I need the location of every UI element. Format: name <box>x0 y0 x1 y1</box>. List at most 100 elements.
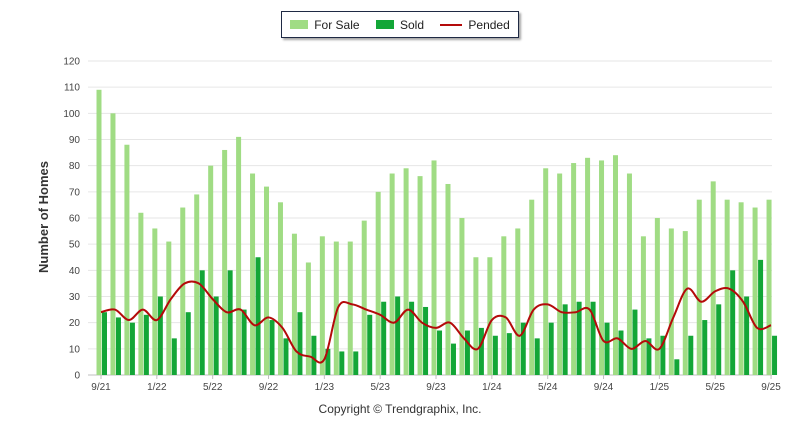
for-sale-bar <box>585 157 591 375</box>
bar-series <box>96 89 778 376</box>
x-tick-label: 5/22 <box>203 382 223 393</box>
for-sale-bar <box>710 181 716 375</box>
for-sale-bar <box>752 207 758 375</box>
legend-item-pended[interactable]: Pended <box>440 18 510 32</box>
sold-bar <box>255 257 261 375</box>
for-sale-bar <box>599 160 605 375</box>
sold-bar <box>506 333 512 375</box>
for-sale-bar <box>417 176 423 375</box>
x-tick-label: 1/23 <box>315 382 335 393</box>
x-tick-label: 1/22 <box>147 382 167 393</box>
y-tick-label: 0 <box>74 371 80 382</box>
sold-bar <box>283 338 289 375</box>
for-sale-bar <box>389 173 395 375</box>
sold-bar <box>674 359 680 375</box>
sold-bar <box>576 301 582 375</box>
sold-bar <box>562 304 568 375</box>
sold-bar <box>381 301 387 375</box>
x-tick-label: 5/25 <box>705 382 725 393</box>
for-sale-bar <box>515 228 521 375</box>
sold-bar <box>437 330 443 375</box>
sold-bar <box>772 335 778 375</box>
chart-legend: For Sale Sold Pended <box>281 11 519 38</box>
x-tick-label: 5/23 <box>370 382 390 393</box>
legend-label-sold: Sold <box>399 17 424 32</box>
sold-bar <box>646 338 652 375</box>
sold-bar <box>102 312 107 375</box>
x-tick-label: 1/24 <box>482 382 502 393</box>
y-tick-label: 20 <box>69 318 81 329</box>
for-sale-bar <box>682 231 688 375</box>
sold-bar <box>758 259 764 375</box>
y-tick-label: 70 <box>69 187 81 198</box>
sold-bar <box>269 320 275 375</box>
sold-bar <box>311 335 317 375</box>
sold-bar <box>520 322 526 375</box>
sold-bar <box>702 320 708 375</box>
for-sale-bar <box>738 202 744 375</box>
sold-bar <box>618 330 624 375</box>
y-tick-label: 30 <box>69 292 81 303</box>
for-sale-bar <box>431 160 437 375</box>
sold-bar <box>464 330 470 375</box>
for-sale-bar <box>375 191 381 375</box>
x-tick-label: 5/24 <box>538 382 558 393</box>
y-tick-labels: 0 10 20 30 40 50 60 70 80 90 100 110 120 <box>63 57 80 382</box>
y-tick-label: 80 <box>69 161 81 172</box>
for-sale-bar <box>640 236 646 375</box>
y-axis-label: Number of Homes <box>36 161 51 273</box>
sold-bar <box>716 304 722 375</box>
sold-bar <box>423 306 429 375</box>
sold-bar <box>185 312 191 375</box>
sold-bar <box>395 296 401 375</box>
for-sale-bar <box>333 241 339 375</box>
for-sale-bar <box>557 173 563 375</box>
sold-bar <box>492 335 498 375</box>
sold-bar <box>227 270 233 375</box>
for-sale-bar <box>264 186 270 375</box>
sold-bar <box>129 322 135 375</box>
for-sale-bar <box>473 257 479 375</box>
sold-bar <box>548 322 554 375</box>
for-sale-bar <box>180 207 186 375</box>
for-sale-bar <box>403 168 409 375</box>
x-tick-label: 1/25 <box>650 382 670 393</box>
sold-bar <box>199 270 205 375</box>
for-sale-bar <box>612 155 618 375</box>
for-sale-bar <box>766 199 772 375</box>
x-tick-labels: 9/21 1/22 5/22 9/22 1/23 5/23 9/23 1/24 5/24 9/24… <box>91 375 781 393</box>
for-sale-bar <box>361 220 367 375</box>
for-sale-bar <box>152 228 158 375</box>
sold-bar <box>157 296 163 375</box>
for-sale-bar <box>319 236 325 375</box>
for-sale-bar <box>543 168 549 375</box>
for-sale-bar <box>166 241 172 375</box>
sold-bar <box>688 335 694 375</box>
legend-label-for-sale: For Sale <box>314 17 360 32</box>
sold-bar <box>325 348 331 375</box>
sold-swatch <box>375 20 394 29</box>
for-sale-bar <box>626 173 632 375</box>
legend-item-sold[interactable]: Sold <box>375 17 424 32</box>
x-tick-label: 9/24 <box>594 382 614 393</box>
sold-bar <box>534 338 540 375</box>
for-sale-bar <box>277 202 283 375</box>
sold-bar <box>367 314 373 375</box>
sold-bar <box>297 312 303 375</box>
sold-bar <box>450 343 456 375</box>
y-tick-label: 100 <box>63 109 80 120</box>
for-sale-bar <box>305 262 311 375</box>
for-sale-bar <box>291 233 297 375</box>
for-sale-bar <box>445 183 451 375</box>
legend-item-for-sale[interactable]: For Sale <box>290 17 360 32</box>
x-tick-label: 9/21 <box>91 382 111 393</box>
y-tick-label: 10 <box>69 344 81 355</box>
for-sale-swatch <box>290 20 309 29</box>
for-sale-bar <box>459 218 465 375</box>
sold-bar <box>171 338 177 375</box>
y-tick-label: 110 <box>64 83 80 94</box>
sold-bar <box>604 322 610 375</box>
for-sale-bar <box>347 241 353 375</box>
sold-bar <box>744 296 750 375</box>
